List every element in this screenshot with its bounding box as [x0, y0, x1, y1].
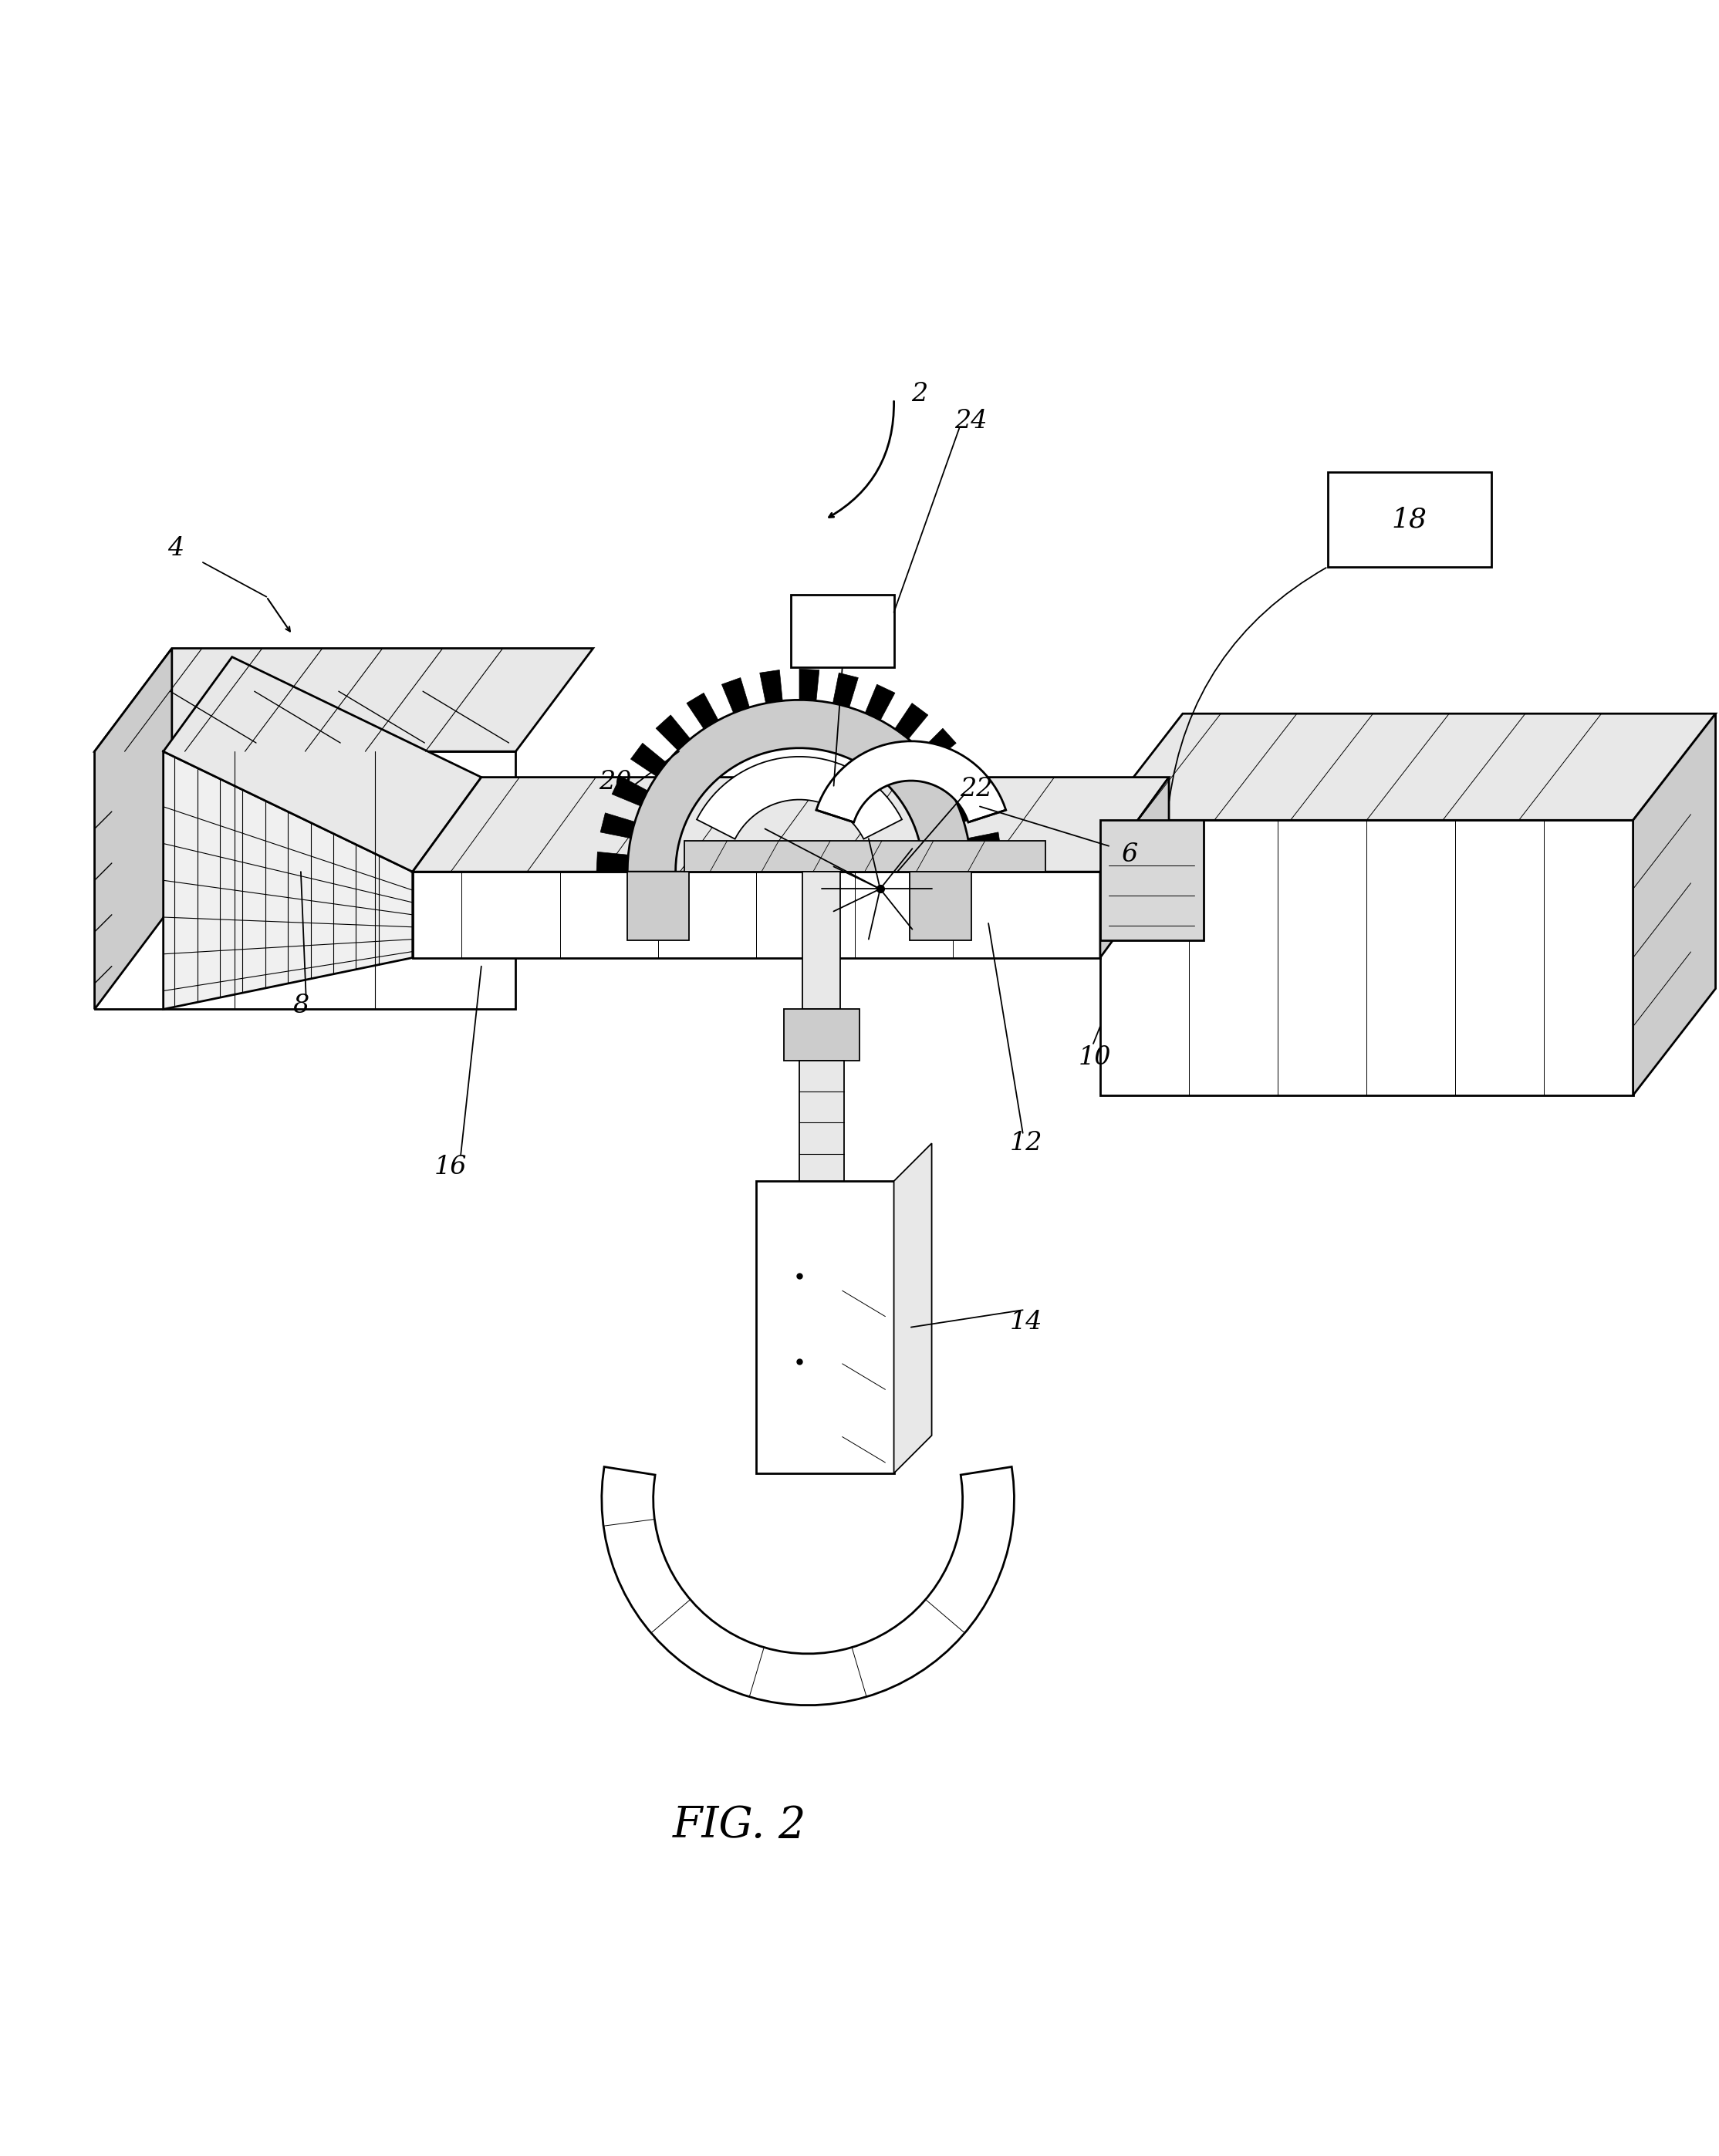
Polygon shape — [95, 649, 172, 1009]
Polygon shape — [631, 744, 667, 776]
Text: 2: 2 — [911, 382, 928, 405]
Polygon shape — [684, 841, 1045, 871]
Polygon shape — [1633, 714, 1716, 1095]
Polygon shape — [95, 752, 516, 1009]
Text: 24: 24 — [954, 410, 988, 433]
Text: 16: 16 — [433, 1156, 468, 1179]
Polygon shape — [799, 668, 820, 701]
Polygon shape — [600, 813, 634, 839]
Polygon shape — [1100, 714, 1716, 819]
Polygon shape — [602, 1466, 1014, 1705]
Polygon shape — [1100, 819, 1633, 1095]
Polygon shape — [163, 658, 481, 871]
Polygon shape — [413, 871, 1100, 957]
Polygon shape — [791, 595, 894, 666]
Polygon shape — [909, 871, 971, 940]
Polygon shape — [834, 673, 858, 707]
Polygon shape — [657, 716, 691, 750]
Polygon shape — [921, 729, 956, 763]
Text: FIG. 2: FIG. 2 — [672, 1805, 806, 1848]
Text: 6: 6 — [1121, 843, 1138, 867]
Polygon shape — [596, 852, 627, 871]
Polygon shape — [95, 649, 593, 752]
Polygon shape — [957, 793, 994, 821]
Polygon shape — [865, 683, 896, 720]
Polygon shape — [803, 871, 841, 1009]
Text: 8: 8 — [292, 994, 309, 1018]
Polygon shape — [799, 1061, 844, 1181]
Polygon shape — [627, 701, 971, 871]
Polygon shape — [896, 703, 928, 740]
Polygon shape — [760, 671, 782, 703]
Text: 14: 14 — [1009, 1309, 1043, 1335]
Text: 18: 18 — [1392, 507, 1427, 533]
FancyArrowPatch shape — [1169, 567, 1325, 800]
Polygon shape — [722, 677, 749, 714]
Polygon shape — [1100, 778, 1169, 957]
Text: 22: 22 — [959, 776, 994, 802]
Polygon shape — [1327, 472, 1492, 567]
Text: 4: 4 — [167, 537, 184, 561]
Polygon shape — [756, 1181, 894, 1473]
Text: 12: 12 — [1009, 1132, 1043, 1156]
Polygon shape — [413, 778, 1169, 871]
Polygon shape — [942, 759, 978, 791]
Polygon shape — [968, 832, 1000, 856]
Text: 20: 20 — [598, 770, 633, 796]
Polygon shape — [627, 871, 689, 940]
Text: 10: 10 — [1078, 1046, 1112, 1069]
Polygon shape — [686, 692, 719, 729]
Polygon shape — [894, 1143, 932, 1473]
Polygon shape — [817, 742, 1006, 821]
Polygon shape — [784, 1009, 860, 1061]
Polygon shape — [612, 776, 648, 806]
Polygon shape — [163, 752, 413, 1009]
Polygon shape — [1100, 819, 1203, 940]
Polygon shape — [696, 757, 902, 839]
